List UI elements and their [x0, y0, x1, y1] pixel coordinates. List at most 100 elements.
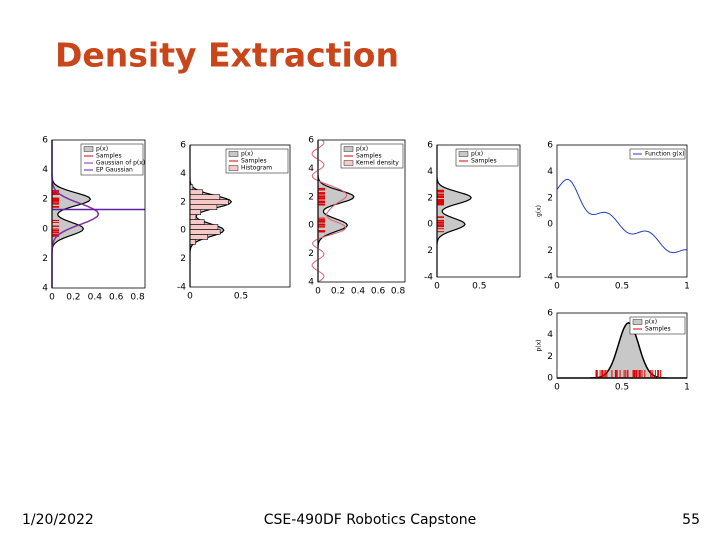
legend-label: Samples: [471, 158, 497, 165]
x-tick-label: 0.8: [130, 293, 145, 303]
y-tick-label: 0: [427, 220, 433, 230]
legend-label: p(x): [645, 319, 657, 326]
x-tick-label: 0.5: [615, 282, 629, 292]
legend-box: [629, 316, 686, 335]
y-tick-label: -4: [177, 283, 186, 293]
x-tick-label: 0: [187, 292, 193, 302]
y-tick-label: 2: [547, 352, 553, 362]
legend-label: p(x): [471, 151, 483, 158]
y-tick-label: 6: [180, 141, 186, 151]
x-tick-label: 0.6: [109, 293, 124, 303]
footer-course: CSE-490DF Robotics Capstone: [264, 512, 477, 528]
axes-box: [556, 312, 688, 379]
histogram-bar: [189, 214, 197, 220]
y-tick-label: 6: [547, 309, 553, 319]
density-fill: [189, 145, 233, 287]
axes-box: [436, 144, 521, 278]
slide-title: Density Extraction: [55, 36, 399, 75]
x-tick-label: 0: [49, 293, 55, 303]
kernel-curve: [311, 139, 348, 283]
x-tick-label: 0: [554, 282, 560, 292]
x-tick-label: 0.4: [351, 287, 366, 297]
legend-box: [455, 148, 519, 167]
legend-label: Kernel density: [356, 160, 399, 167]
legend-swatch: [343, 146, 354, 152]
y-tick-label: 4: [42, 165, 48, 175]
legend-label: Samples: [645, 326, 671, 333]
legend-swatch: [632, 319, 643, 325]
y-tick-label: -4: [544, 273, 553, 283]
y-tick-label: 0: [42, 224, 48, 234]
histogram-bar: [189, 199, 229, 205]
legend-label: Histogram: [241, 165, 272, 172]
histogram-bar: [189, 224, 219, 230]
histogram-bar: [189, 184, 194, 191]
x-tick-label: 0.6: [371, 287, 386, 297]
histogram-bar: [189, 234, 209, 240]
footer-date: 1/20/2022: [22, 512, 94, 528]
y-tick-label: 4: [308, 278, 314, 288]
y-tick-label: 4: [547, 167, 553, 177]
y-tick-label: 2: [547, 193, 553, 203]
y-tick-label: 4: [547, 330, 553, 340]
x-tick-label: 0.5: [472, 282, 486, 292]
y-axis-label: g(x): [536, 205, 543, 217]
y-tick-label: 6: [427, 141, 433, 151]
histogram-bar: [189, 194, 221, 200]
histogram-bar: [189, 229, 221, 235]
y-tick-label: -4: [424, 273, 433, 283]
y-tick-label: 2: [42, 195, 48, 205]
legend-swatch: [83, 146, 94, 152]
legend-swatch: [228, 165, 239, 171]
y-tick-label: 2: [427, 193, 433, 203]
x-tick-label: 0.4: [88, 293, 103, 303]
y-tick-label: 4: [308, 164, 314, 174]
y-tick-label: 0: [547, 220, 553, 230]
axes-box: [51, 139, 146, 289]
x-tick-label: 1: [684, 282, 690, 292]
legend-label: p(x): [96, 146, 108, 153]
legend-swatch: [343, 160, 354, 166]
x-tick-label: 0.5: [234, 292, 248, 302]
x-tick-label: 0: [434, 282, 440, 292]
y-tick-label: 4: [180, 169, 186, 179]
legend-label: Function g(x): [645, 151, 684, 158]
y-tick-label: 0: [180, 226, 186, 236]
legend-label: EP Gaussian: [96, 167, 133, 174]
legend-swatch: [458, 151, 469, 157]
footer-page: 55: [682, 512, 700, 528]
y-tick-label: 0: [308, 221, 314, 231]
y-tick-label: 6: [308, 136, 314, 146]
legend-label: p(x): [241, 151, 253, 158]
x-tick-label: 0: [554, 383, 560, 393]
legend-swatch: [228, 151, 239, 157]
axes-box: [556, 144, 688, 278]
y-tick-label: 2: [180, 254, 186, 264]
x-tick-label: 1: [684, 383, 690, 393]
legend-label: Samples: [96, 153, 122, 160]
y-tick-label: 6: [547, 141, 553, 151]
y-axis-label: p(x): [536, 339, 543, 351]
y-tick-label: 2: [427, 246, 433, 256]
x-tick-label: 0.5: [615, 383, 629, 393]
legend-label: Gaussian of p(x): [96, 160, 145, 167]
histogram-bar: [189, 189, 203, 195]
axes-box: [317, 139, 406, 283]
y-tick-label: 0: [547, 374, 553, 384]
y-tick-label: 2: [547, 246, 553, 256]
x-tick-label: 0.8: [391, 287, 406, 297]
histogram-bar: [189, 209, 202, 215]
y-tick-label: 2: [308, 192, 314, 202]
axes-box: [189, 144, 291, 288]
x-tick-label: 0: [315, 287, 321, 297]
legend-label: Samples: [241, 158, 267, 165]
histogram-bar: [189, 219, 205, 225]
function-curve: [556, 178, 687, 254]
histogram-bar: [189, 239, 196, 245]
y-tick-label: 2: [42, 254, 48, 264]
legend-label: Samples: [356, 153, 382, 160]
histogram-bar: [189, 204, 218, 210]
y-tick-label: 6: [42, 136, 48, 146]
y-tick-label: 4: [42, 284, 48, 294]
